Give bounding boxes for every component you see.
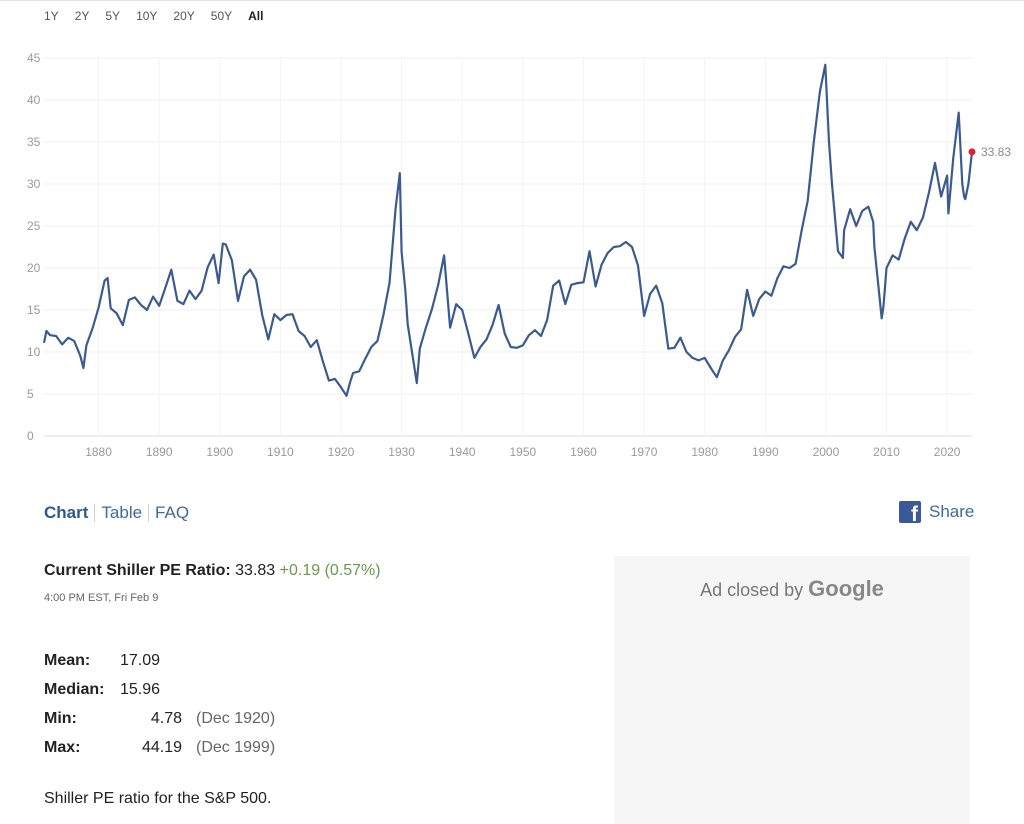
stat-date: (Dec 1999) (196, 738, 276, 756)
last-point-marker[interactable] (968, 148, 976, 156)
current-ratio: Current Shiller PE Ratio: 33.83 +0.19 (0… (44, 562, 381, 580)
last-value-label: 33.83 (981, 145, 1011, 159)
stat-label: Min: (44, 709, 77, 727)
range-button-2y[interactable]: 2Y (74, 9, 90, 23)
stat-value: 44.19 (141, 738, 182, 756)
x-tick-label: 1970 (631, 445, 658, 459)
x-tick-label: 1900 (206, 445, 233, 459)
range-button-10y[interactable]: 10Y (136, 9, 158, 23)
range-button-5y[interactable]: 5Y (105, 9, 121, 23)
tab-table[interactable]: Table (101, 503, 143, 522)
y-tick-label: 5 (27, 387, 34, 401)
current-ratio-label: Current Shiller PE Ratio: (44, 562, 231, 579)
x-tick-label: 2010 (873, 445, 900, 459)
ad-closed-prefix: Ad closed by (700, 580, 804, 600)
y-tick-label: 35 (27, 135, 41, 149)
tab-faq[interactable]: FAQ (155, 503, 190, 522)
x-tick-label: 2000 (813, 445, 840, 459)
x-tick-label: 1930 (388, 445, 415, 459)
top-divider (0, 0, 1024, 1)
x-tick-label: 1920 (328, 445, 355, 459)
x-tick-label: 1950 (509, 445, 536, 459)
y-tick-label: 0 (27, 429, 34, 443)
stat-date: (Dec 1920) (196, 709, 276, 727)
range-button-1y[interactable]: 1Y (44, 9, 59, 23)
stat-label: Mean: (44, 651, 91, 669)
stat-mean: Mean: 17.09 (44, 646, 275, 675)
chart-gridlines (44, 57, 972, 437)
ad-closed-text: Ad closed by Google (614, 576, 970, 602)
x-tick-label: 1910 (267, 445, 294, 459)
stat-value: 17.09 (120, 651, 161, 669)
share-button[interactable]: f Share (899, 501, 974, 523)
x-tick-label: 1990 (752, 445, 779, 459)
x-axis-labels: 1880 1890 1900 1910 1920 1930 1940 1950 1960 1970… (85, 445, 961, 459)
range-button-50y[interactable]: 50Y (210, 9, 233, 23)
y-axis-labels: 0 5 10 15 20 25 30 35 40 45 (27, 51, 41, 443)
range-button-all[interactable]: All (248, 9, 264, 23)
range-selector: 1Y 2Y 5Y 10Y 20Y 50Y All (44, 8, 279, 24)
stat-median: Median: 15.96 (44, 675, 275, 704)
facebook-icon: f (899, 501, 921, 523)
stat-value: 4.78 (150, 709, 182, 727)
series-line (42, 63, 974, 397)
update-timestamp: 4:00 PM EST, Fri Feb 9 (44, 592, 159, 604)
x-tick-label: 1880 (85, 445, 112, 459)
chart-description: Shiller PE ratio for the S&P 500. (44, 790, 272, 807)
y-tick-label: 40 (27, 93, 41, 107)
google-logo: Google (808, 576, 884, 601)
y-tick-label: 15 (27, 303, 41, 317)
x-tick-label: 1960 (570, 445, 597, 459)
share-label: Share (929, 502, 975, 521)
y-tick-label: 25 (27, 219, 41, 233)
x-tick-label: 2020 (934, 445, 961, 459)
stat-value: 15.96 (120, 680, 161, 698)
current-ratio-value: 33.83 (235, 562, 276, 579)
y-tick-label: 45 (27, 51, 41, 65)
x-tick-label: 1940 (449, 445, 476, 459)
stats-list: Mean: 17.09 Median: 15.96 Min: 4.78 (Dec… (44, 646, 275, 762)
y-tick-label: 10 (27, 345, 41, 359)
stat-label: Median: (44, 680, 105, 698)
x-tick-label: 1890 (146, 445, 173, 459)
tab-divider (148, 504, 150, 522)
x-tick-label: 1980 (691, 445, 718, 459)
tab-divider (94, 504, 96, 522)
current-ratio-change: +0.19 (0.57%) (279, 562, 381, 579)
y-tick-label: 30 (27, 177, 41, 191)
tab-chart[interactable]: Chart (44, 503, 89, 522)
y-tick-label: 20 (27, 261, 41, 275)
view-tabs: Chart Table FAQ (44, 503, 189, 523)
stat-min: Min: 4.78 (Dec 1920) (44, 704, 275, 733)
stat-label: Max: (44, 738, 81, 756)
ad-placeholder: Ad closed by Google (614, 556, 970, 824)
range-button-20y[interactable]: 20Y (173, 9, 195, 23)
stat-max: Max: 44.19 (Dec 1999) (44, 733, 275, 762)
